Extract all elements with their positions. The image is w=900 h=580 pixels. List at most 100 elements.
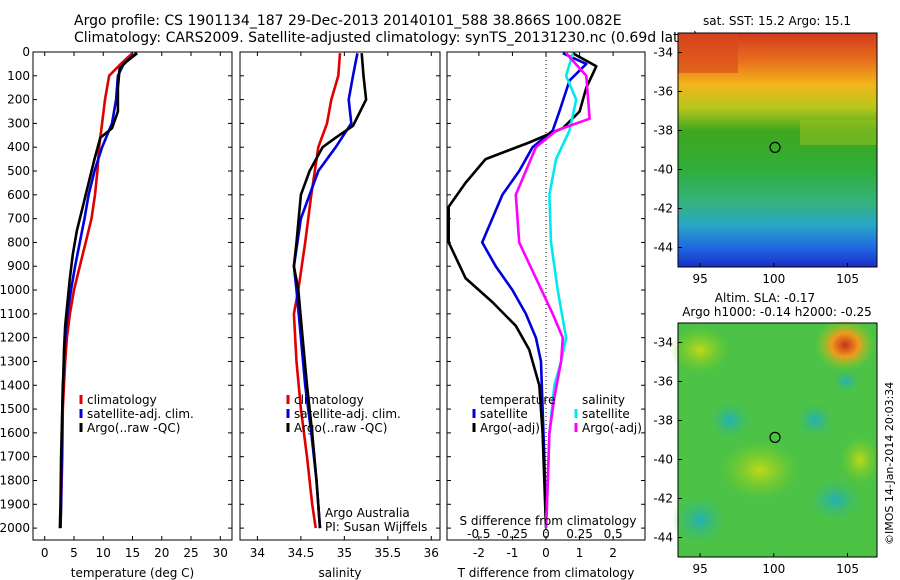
- temperature-plot: 0100200300400500600700800900100011001200…: [0, 45, 233, 580]
- legend-heading: temperature: [480, 393, 555, 407]
- legend-label: satellite: [480, 407, 528, 421]
- map-frame: [677, 32, 878, 268]
- x-tick-label: 25: [183, 546, 198, 560]
- x-tick-label: 35.5: [374, 546, 401, 560]
- map-y-tick-label: -38: [653, 414, 673, 428]
- map-x-tick-label: 100: [762, 272, 785, 286]
- x-tick-label: 15: [125, 546, 140, 560]
- y-tick-label: 500: [7, 164, 30, 178]
- y-tick-label: 600: [7, 188, 30, 202]
- legend-label: climatology: [294, 393, 364, 407]
- sla-eddy: [795, 402, 835, 438]
- legend-label: satellite-adj. clim.: [87, 407, 194, 421]
- y-tick-label: 0: [22, 45, 30, 59]
- sla-map-title: Altim. SLA: -0.17: [715, 291, 815, 305]
- sla-eddy: [832, 369, 860, 393]
- x-tick-label: 35: [337, 546, 352, 560]
- legend-label: satellite: [582, 407, 630, 421]
- series-line-climatology: [292, 53, 342, 529]
- x-tick-label: 36: [424, 546, 439, 560]
- sla-eddy: [807, 478, 863, 522]
- sla-map-subtitle: Argo h1000: -0.14 h2000: -0.25: [682, 305, 872, 319]
- y-tick-label: 400: [7, 140, 30, 154]
- y-tick-label: 200: [7, 93, 30, 107]
- series-line-argo: [58, 52, 139, 529]
- map-y-tick-label: -34: [653, 336, 673, 350]
- imos-timestamp: ©IMOS 14-Jan-2014 20:03:34: [883, 382, 896, 545]
- map-y-tick-label: -36: [653, 85, 673, 99]
- x-tick-label: 34: [250, 546, 265, 560]
- map-x-tick-label: 95: [692, 562, 707, 576]
- x-tick-label: 30: [213, 546, 228, 560]
- series-line-magenta: [514, 52, 591, 529]
- map-y-tick-label: -44: [653, 531, 673, 545]
- y-tick-label: 800: [7, 235, 30, 249]
- argo-float-marker: [769, 141, 781, 153]
- x-tick-label: 5: [70, 546, 78, 560]
- sla-eddy: [708, 400, 752, 440]
- series-line-argo: [447, 52, 598, 529]
- y-tick-label: 1600: [0, 426, 30, 440]
- map-y-tick-label: -34: [653, 46, 673, 60]
- y-tick-label: 1000: [0, 283, 30, 297]
- x-axis-label: salinity: [318, 566, 361, 580]
- series-line-argo: [292, 53, 368, 529]
- sst-map-title: sat. SST: 15.2 Argo: 15.1: [703, 14, 851, 28]
- sla-eddy: [815, 319, 875, 371]
- map-y-tick-label: -36: [653, 375, 673, 389]
- y-tick-label: 1800: [0, 473, 30, 487]
- s-diff-tick-label: 0.5: [604, 527, 623, 541]
- map-y-tick-label: -42: [653, 202, 673, 216]
- map-y-tick-label: -44: [653, 241, 673, 255]
- y-tick-label: 1200: [0, 331, 30, 345]
- x-axis-label: temperature (deg C): [71, 566, 194, 580]
- sst-field-patch: [678, 33, 738, 73]
- map-x-tick-label: 105: [836, 272, 859, 286]
- salinity-annotation-1: Argo Australia: [325, 506, 410, 520]
- s-diff-tick-label: -0.5: [467, 527, 490, 541]
- legend-label: Argo(-adj): [582, 421, 642, 435]
- legend-label: Argo(..raw -QC): [87, 421, 180, 435]
- argo-float-marker: [769, 431, 781, 443]
- sla-map: Altim. SLA: -0.17 Argo h1000: -0.14 h200…: [653, 291, 880, 576]
- y-tick-label: 1400: [0, 378, 30, 392]
- x-tick-label: 2: [609, 546, 617, 560]
- x-tick-label: 10: [96, 546, 111, 560]
- sla-eddy: [672, 494, 728, 546]
- map-y-tick-label: -40: [653, 453, 673, 467]
- x-tick-label: 34.5: [288, 546, 315, 560]
- y-tick-label: 1700: [0, 450, 30, 464]
- x-tick-label: -1: [506, 546, 518, 560]
- x-axis-label: T difference from climatology: [457, 566, 635, 580]
- y-tick-label: 1500: [0, 402, 30, 416]
- s-difference-axis-label: S difference from climatology: [460, 514, 637, 528]
- map-y-tick-label: -40: [653, 163, 673, 177]
- header-line-1: Argo profile: CS 1901134_187 29-Dec-2013…: [74, 13, 622, 29]
- x-tick-label: 1: [576, 546, 584, 560]
- salinity-plot: 34 34.5 35 35.5 36 salinity climatologysatelli…: [239, 51, 441, 580]
- sla-eddy: [670, 326, 730, 374]
- plot-frame: [239, 51, 441, 541]
- s-diff-tick-label: 0: [542, 527, 550, 541]
- x-tick-label: 0: [542, 546, 550, 560]
- s-diff-tick-label: -0.25: [497, 527, 528, 541]
- map-x-tick-label: 95: [692, 272, 707, 286]
- map-x-tick-label: 100: [762, 562, 785, 576]
- header-line-2: Climatology: CARS2009. Satellite-adjuste…: [74, 30, 698, 46]
- x-tick-label: 0: [41, 546, 49, 560]
- x-tick-label: 20: [154, 546, 169, 560]
- legend-heading: salinity: [582, 393, 625, 407]
- difference-plot: -2 -1 0 1 2 -0.5 -0.25 0 0.25 0.5 T difference fro…: [446, 51, 646, 580]
- map-frame: [677, 322, 878, 558]
- map-y-tick-label: -42: [653, 492, 673, 506]
- map-y-tick-label: -38: [653, 124, 673, 138]
- y-tick-label: 900: [7, 259, 30, 273]
- y-tick-label: 1300: [0, 354, 30, 368]
- x-tick-label: -2: [473, 546, 485, 560]
- map-x-tick-label: 105: [836, 562, 859, 576]
- sst-field-patch: [800, 120, 877, 145]
- legend-label: Argo(-adj): [480, 421, 540, 435]
- salinity-annotation-2: PI: Susan Wijffels: [325, 520, 427, 534]
- sla-eddy: [720, 440, 800, 500]
